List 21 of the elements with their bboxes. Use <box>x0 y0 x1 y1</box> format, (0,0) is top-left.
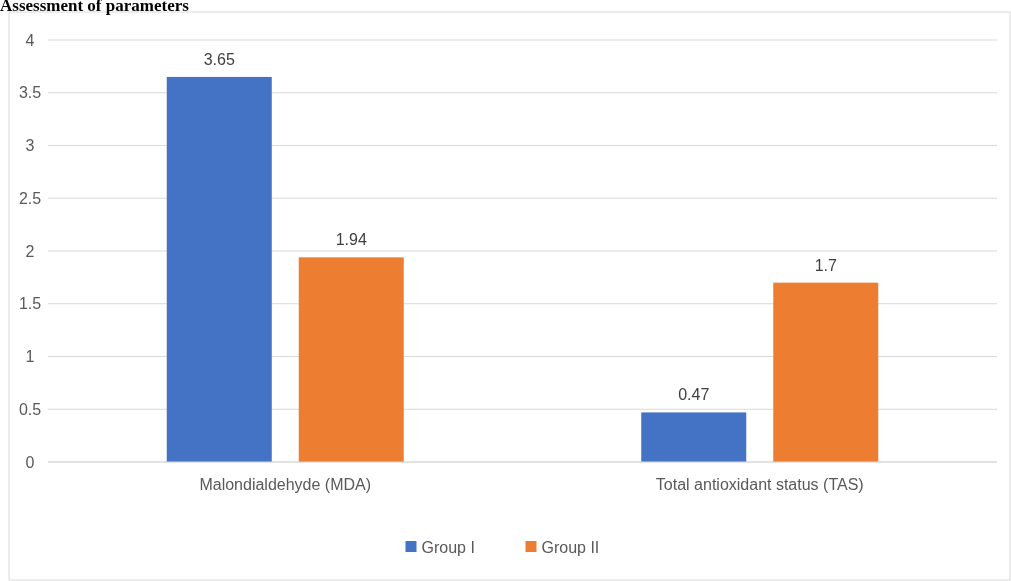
data-label: 1.94 <box>335 231 367 249</box>
data-label: 0.47 <box>678 386 710 404</box>
legend-label: Group II <box>541 538 600 556</box>
x-tick-label: Malondialdehyde (MDA) <box>199 476 372 493</box>
y-tick-label: 0 <box>25 453 35 471</box>
x-tick-label: Total antioxidant status (TAS) <box>655 476 864 493</box>
y-tick-label: 3 <box>25 137 35 155</box>
bar <box>773 282 879 462</box>
y-tick-label: 2 <box>25 242 35 260</box>
y-tick-label: 2.5 <box>18 189 42 207</box>
bar <box>166 76 272 462</box>
bar <box>641 412 747 462</box>
y-tick-label: 0.5 <box>18 400 42 418</box>
y-tick-label: 4 <box>25 31 35 49</box>
data-label: 3.65 <box>203 50 235 68</box>
legend-label: Group I <box>421 538 475 556</box>
y-tick-label: 3.5 <box>18 84 42 102</box>
data-label: 1.7 <box>814 256 837 274</box>
y-tick-label: 1.5 <box>18 295 42 313</box>
bar <box>298 257 404 462</box>
y-tick-label: 1 <box>25 348 35 366</box>
